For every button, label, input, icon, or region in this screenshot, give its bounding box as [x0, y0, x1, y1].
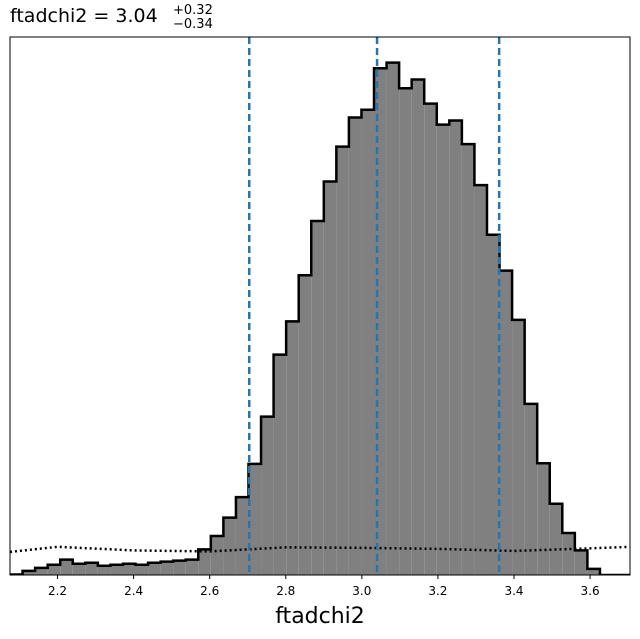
- histogram-bar: [411, 79, 425, 575]
- histogram-bar: [210, 536, 224, 575]
- histogram-bar: [537, 463, 550, 575]
- histogram-bar: [148, 562, 161, 575]
- histogram-bar: [436, 124, 450, 575]
- histogram-bar: [323, 181, 337, 575]
- histogram-layer: [10, 61, 630, 575]
- histogram-bar: [386, 62, 400, 575]
- histogram-bar: [587, 568, 600, 575]
- histogram-bar: [311, 220, 324, 575]
- title-name: ftadchi2: [10, 5, 87, 27]
- x-tick-label: 2.6: [200, 584, 219, 598]
- title-equals: =: [87, 5, 115, 27]
- histogram-bar: [60, 559, 73, 575]
- histogram-bar: [198, 549, 211, 575]
- x-tick-label: 3.2: [428, 584, 447, 598]
- histogram-bar: [374, 68, 387, 575]
- histogram-bar: [361, 109, 375, 575]
- histogram-bar: [512, 319, 525, 575]
- histogram-bar: [173, 560, 186, 575]
- quantile-layer: [248, 37, 501, 575]
- x-tick-label: 2.2: [48, 584, 67, 598]
- histogram-bar: [298, 275, 312, 575]
- histogram-bar: [273, 354, 287, 575]
- histogram-bar: [424, 103, 437, 575]
- title-value: 3.04: [115, 5, 157, 27]
- x-axis-label: ftadchi2: [275, 604, 365, 629]
- histogram-bar: [235, 497, 249, 575]
- histogram-bar: [122, 563, 136, 575]
- histogram-bar: [47, 564, 61, 575]
- histogram-outline: [10, 61, 630, 575]
- chart-title: ftadchi2 = 3.04 +0.32 −0.34: [10, 3, 213, 32]
- histogram-bar: [348, 117, 362, 575]
- prior-line: [10, 545, 630, 554]
- histogram-bar: [35, 567, 48, 575]
- histogram-bar: [22, 570, 36, 575]
- histogram-bar: [549, 503, 563, 575]
- histogram-bar: [286, 321, 299, 575]
- histogram-bar: [185, 559, 199, 575]
- x-tick-label: 2.4: [124, 584, 143, 598]
- title-main: ftadchi2 = 3.04: [10, 5, 158, 27]
- histogram-bar: [160, 561, 174, 575]
- title-sub: −0.34: [173, 17, 213, 32]
- title-sup: +0.32: [173, 3, 213, 18]
- histogram-bar: [574, 550, 588, 575]
- x-tick-label: 3.0: [352, 584, 371, 598]
- axes-frame: [9, 36, 631, 576]
- histogram-bar: [499, 270, 513, 575]
- histogram-bar: [399, 88, 412, 575]
- histogram-bar: [486, 234, 500, 575]
- histogram-bar: [72, 563, 86, 575]
- prior-layer: [10, 545, 630, 554]
- histogram-bar: [524, 403, 538, 575]
- histogram-bar: [110, 564, 123, 575]
- x-tick-label: 3.6: [581, 584, 600, 598]
- x-ticks: 2.2 2.4 2.6 2.8 3.0 3.2 3.4 3.6: [48, 575, 600, 598]
- histogram-bar: [449, 120, 462, 575]
- histogram-bar: [336, 146, 349, 575]
- x-tick-label: 3.4: [504, 584, 523, 598]
- histogram-bar: [261, 416, 274, 575]
- histogram-bar: [85, 562, 98, 575]
- histogram-bar: [97, 565, 111, 575]
- histogram-bar: [223, 517, 236, 575]
- histogram-bar: [474, 185, 487, 575]
- plot-area: 2.2 2.4 2.6 2.8 3.0 3.2 3.4 3.6: [9, 36, 631, 598]
- histogram-bar: [461, 144, 475, 575]
- histogram-bar: [248, 463, 262, 575]
- histogram-bar: [135, 564, 149, 575]
- x-tick-label: 2.8: [276, 584, 295, 598]
- histogram-bar: [562, 532, 575, 575]
